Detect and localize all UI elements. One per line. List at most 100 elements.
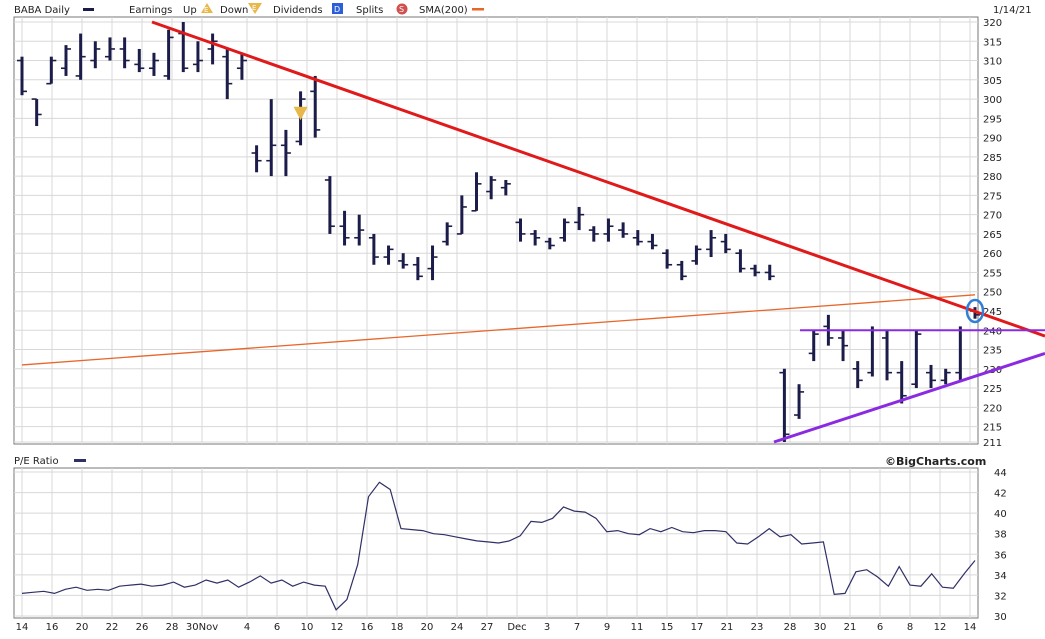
ohlc-bar [926, 364, 937, 389]
ohlc-bar [192, 41, 203, 73]
ohlc-bar [720, 233, 731, 254]
ohlc-bar [808, 330, 819, 362]
svg-text:E: E [252, 4, 256, 12]
x-tick-label: 30Nov [186, 622, 218, 633]
ohlc-bar [148, 52, 159, 76]
y-tick-label: 280 [983, 172, 1002, 183]
x-tick-label: 6 [877, 622, 883, 633]
ohlc-bar [266, 99, 277, 177]
ohlc-bar [207, 33, 218, 65]
pe-line [21, 481, 976, 611]
ohlc-bar [530, 230, 541, 246]
ohlc-bar [251, 145, 262, 173]
y-tick-label: 270 [983, 211, 1002, 222]
ohlc-bar [310, 75, 321, 138]
ohlc-bar [280, 129, 291, 177]
sma-line [21, 294, 976, 366]
ticker-label: BABA Daily [14, 5, 70, 16]
ohlc-bar [17, 56, 27, 96]
x-tick-label: 30 [814, 622, 827, 633]
x-tick-label: 12 [331, 622, 344, 633]
x-tick-label: 24 [451, 622, 464, 633]
downtrend-line [151, 20, 1045, 338]
earnings-down-label: Down [220, 5, 248, 16]
y-tick-label: 300 [983, 95, 1002, 106]
x-tick-label: 21 [844, 622, 857, 633]
x-tick-label: 26 [136, 622, 149, 633]
y-tick-label: 211 [983, 438, 1002, 449]
ohlc-bar [90, 41, 101, 69]
ohlc-bar [750, 264, 761, 277]
x-tick-label: 9 [604, 622, 610, 633]
x-tick-label: 15 [661, 622, 674, 633]
ohlc-bar [222, 48, 233, 100]
sma-label: SMA(200) [419, 5, 468, 16]
x-tick-label: 17 [691, 622, 704, 633]
ohlc-bar [838, 330, 849, 362]
pe-y-axis: 30 32 34 36 38 40 42 44 [994, 468, 1007, 623]
svg-text:S: S [399, 5, 404, 14]
y-tick-label: 310 [983, 57, 1002, 68]
ohlc-bar [735, 249, 746, 273]
x-tick-label: 14 [964, 622, 977, 633]
ohlc-bar [662, 249, 673, 269]
ohlc-bar [764, 264, 775, 281]
y-tick-label: 260 [983, 249, 1002, 260]
x-tick-label: 12 [934, 622, 947, 633]
bars-legend-swatch [83, 8, 94, 11]
ohlc-bar [896, 361, 907, 404]
x-tick-label: 20 [421, 622, 434, 633]
y-tick-label: 315 [983, 37, 1002, 48]
y-tick-label: 240 [983, 326, 1002, 337]
ohlc-bar [236, 52, 247, 80]
ohlc-bar [412, 257, 423, 281]
ohlc-bar [515, 218, 526, 242]
y-tick-label: 235 [983, 346, 1002, 357]
y-tick-label: 30 [994, 612, 1007, 623]
x-tick-label: 8 [907, 622, 913, 633]
ohlc-bar [618, 222, 629, 238]
y-tick-label: 245 [983, 307, 1002, 318]
y-tick-label: 250 [983, 288, 1002, 299]
y-tick-label: 295 [983, 114, 1002, 125]
y-tick-label: 32 [994, 591, 1007, 602]
x-tick-label: 10 [301, 622, 314, 633]
ohlc-bar [940, 368, 951, 385]
ohlc-bar [134, 48, 145, 73]
y-tick-label: 265 [983, 230, 1002, 241]
y-tick-label: 220 [983, 403, 1002, 414]
ohlc-bar [163, 29, 174, 80]
ohlc-bar [647, 233, 658, 250]
price-panel-frame [13, 16, 979, 445]
splits-label: Splits [356, 5, 383, 16]
ohlc-series [17, 22, 980, 442]
earnings-down-icon: E [248, 3, 262, 14]
ohlc-bar [882, 330, 893, 381]
earnings-up-label: Up [183, 5, 197, 16]
earnings-down-marker [293, 106, 308, 121]
ohlc-bar [779, 368, 790, 442]
x-tick-label: 23 [751, 622, 764, 633]
y-tick-label: 44 [994, 468, 1007, 479]
highlight-circle [965, 298, 985, 324]
x-tick-label: 3 [544, 622, 550, 633]
ohlc-bar [60, 45, 71, 76]
y-tick-label: 36 [994, 550, 1007, 561]
ohlc-bar [104, 37, 115, 61]
ohlc-bar [544, 237, 555, 250]
y-tick-label: 285 [983, 153, 1002, 164]
x-tick-label: 28 [166, 622, 179, 633]
y-tick-label: 42 [994, 489, 1007, 500]
x-tick-label: 27 [481, 622, 494, 633]
split-icon: S [396, 3, 408, 15]
earnings-down-icon [293, 106, 308, 121]
price-y-axis: 2112152202252302352402452502552602652702… [983, 18, 1002, 449]
y-tick-label: 320 [983, 18, 1002, 29]
ohlc-bar [486, 176, 497, 200]
ohlc-bar [383, 245, 394, 265]
ohlc-bar [471, 172, 482, 212]
sma-legend-swatch [472, 8, 484, 11]
y-tick-label: 275 [983, 191, 1002, 202]
sma-series [21, 294, 976, 366]
